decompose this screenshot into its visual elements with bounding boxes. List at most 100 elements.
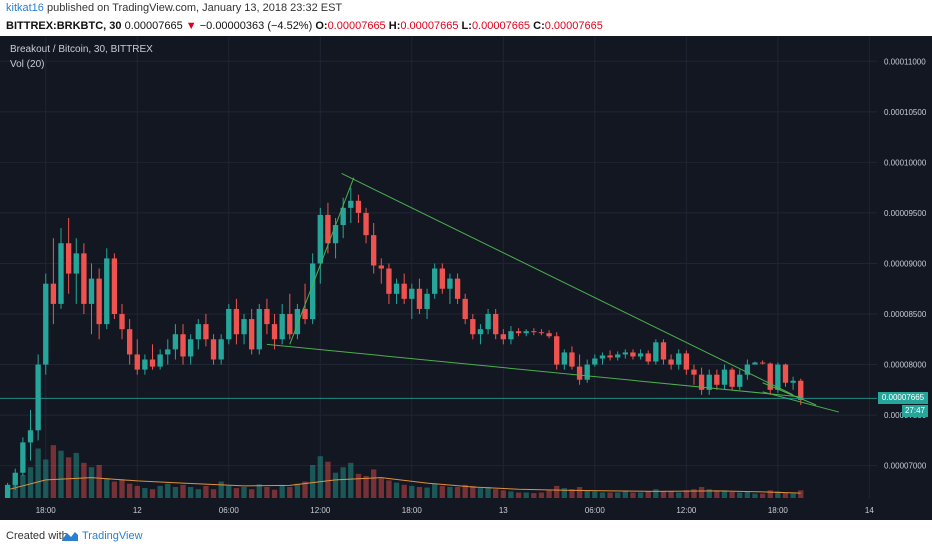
candle-body — [653, 342, 659, 362]
plot-area[interactable] — [0, 36, 877, 498]
candle-body — [485, 314, 491, 330]
volume-bar — [27, 467, 34, 498]
candle-body — [767, 363, 773, 390]
candle-body — [203, 324, 209, 340]
trendline-breakout-spike — [289, 177, 355, 345]
candle-body — [691, 369, 697, 375]
volume-bar — [172, 487, 179, 498]
candle — [477, 324, 484, 345]
volume-bar — [371, 469, 377, 498]
candle — [20, 437, 26, 476]
volume-bar — [294, 483, 301, 498]
candle-body — [401, 283, 407, 299]
volume-bar — [592, 491, 598, 498]
price-tick-label: 0.00010000 — [884, 158, 927, 167]
candle-body — [523, 331, 529, 334]
candle — [104, 248, 110, 330]
volume-bar — [676, 492, 682, 498]
price-axis[interactable] — [877, 36, 932, 498]
current-price-badge: 0.00007665 — [878, 392, 928, 405]
time-axis[interactable] — [0, 498, 877, 520]
candle — [195, 319, 201, 350]
candle — [119, 303, 125, 340]
candle-body — [615, 354, 621, 358]
candle — [714, 369, 720, 390]
volume-bar — [470, 485, 476, 498]
candle-body — [27, 430, 34, 443]
volume-bar — [111, 481, 118, 498]
candle-body — [58, 243, 64, 304]
candle-body — [340, 207, 346, 226]
candle — [790, 376, 796, 390]
candle — [515, 328, 522, 337]
candle — [340, 197, 346, 239]
candle-body — [73, 253, 79, 274]
volume-bar — [630, 492, 636, 498]
volume-bar — [698, 487, 705, 498]
volume-bar — [447, 487, 453, 498]
candle-body — [149, 359, 156, 367]
price-tick-label: 0.00009000 — [884, 259, 927, 268]
volume-ma-polyline — [7, 477, 801, 494]
candle — [691, 364, 697, 385]
volume-bar — [180, 484, 186, 498]
volume-bar — [500, 490, 506, 498]
candle-body — [363, 212, 369, 236]
candle — [386, 263, 392, 304]
volume-bar — [363, 476, 369, 498]
candle-body — [790, 380, 796, 383]
volume-bar — [775, 491, 781, 498]
footer: Created with TradingView — [0, 522, 932, 550]
volume-bar — [531, 493, 537, 498]
series-title: Breakout / Bitcoin, 30, BITTREX — [10, 44, 153, 55]
candle-body — [775, 364, 781, 390]
candle-body — [180, 334, 186, 357]
volume-bar — [645, 491, 651, 498]
candle — [454, 273, 461, 304]
volume-bar — [203, 485, 209, 498]
candle-body — [477, 329, 484, 335]
time-tick-label: 12 — [133, 506, 142, 515]
candle — [294, 303, 301, 340]
candle-body — [187, 339, 194, 357]
candle-body — [104, 258, 110, 325]
down-arrow-icon: ▼ — [185, 20, 197, 32]
candle — [485, 308, 491, 335]
candle-body — [279, 314, 285, 340]
candle-body — [637, 353, 644, 357]
candle-body — [744, 364, 751, 375]
candle — [210, 334, 217, 365]
candle — [607, 350, 613, 361]
candle-body — [20, 442, 26, 473]
volume-bar — [477, 488, 484, 498]
candle — [27, 410, 34, 461]
volume-bar — [782, 493, 789, 498]
candle — [241, 314, 247, 345]
candle-body — [218, 339, 224, 360]
candle-body — [424, 293, 430, 309]
volume-bar — [256, 484, 262, 498]
candle — [660, 339, 667, 365]
volume-bar — [210, 489, 217, 498]
volume-bar — [271, 489, 278, 498]
candle-body — [683, 353, 690, 370]
volume-ma-line — [7, 477, 801, 494]
volume-bar — [798, 490, 804, 498]
volume-bar — [195, 489, 201, 498]
candle-body — [599, 355, 606, 359]
volume-bar — [752, 493, 758, 498]
volume-bar — [737, 492, 743, 498]
candle — [759, 360, 766, 365]
volume-bar — [264, 487, 270, 498]
volume-bar — [515, 492, 522, 498]
candle — [279, 303, 285, 345]
tradingview-brand-link[interactable]: TradingView — [82, 530, 143, 542]
author-link[interactable]: kitkat16 — [6, 2, 44, 14]
candle-body — [241, 319, 247, 335]
volume-bar — [317, 456, 323, 498]
candle — [752, 361, 758, 365]
candle — [4, 482, 11, 498]
candlestick-chart[interactable]: 0.00011000 0.00010500 0.00010000 0.00009500… — [0, 36, 932, 522]
candle — [637, 349, 644, 360]
candle-body — [439, 268, 445, 289]
